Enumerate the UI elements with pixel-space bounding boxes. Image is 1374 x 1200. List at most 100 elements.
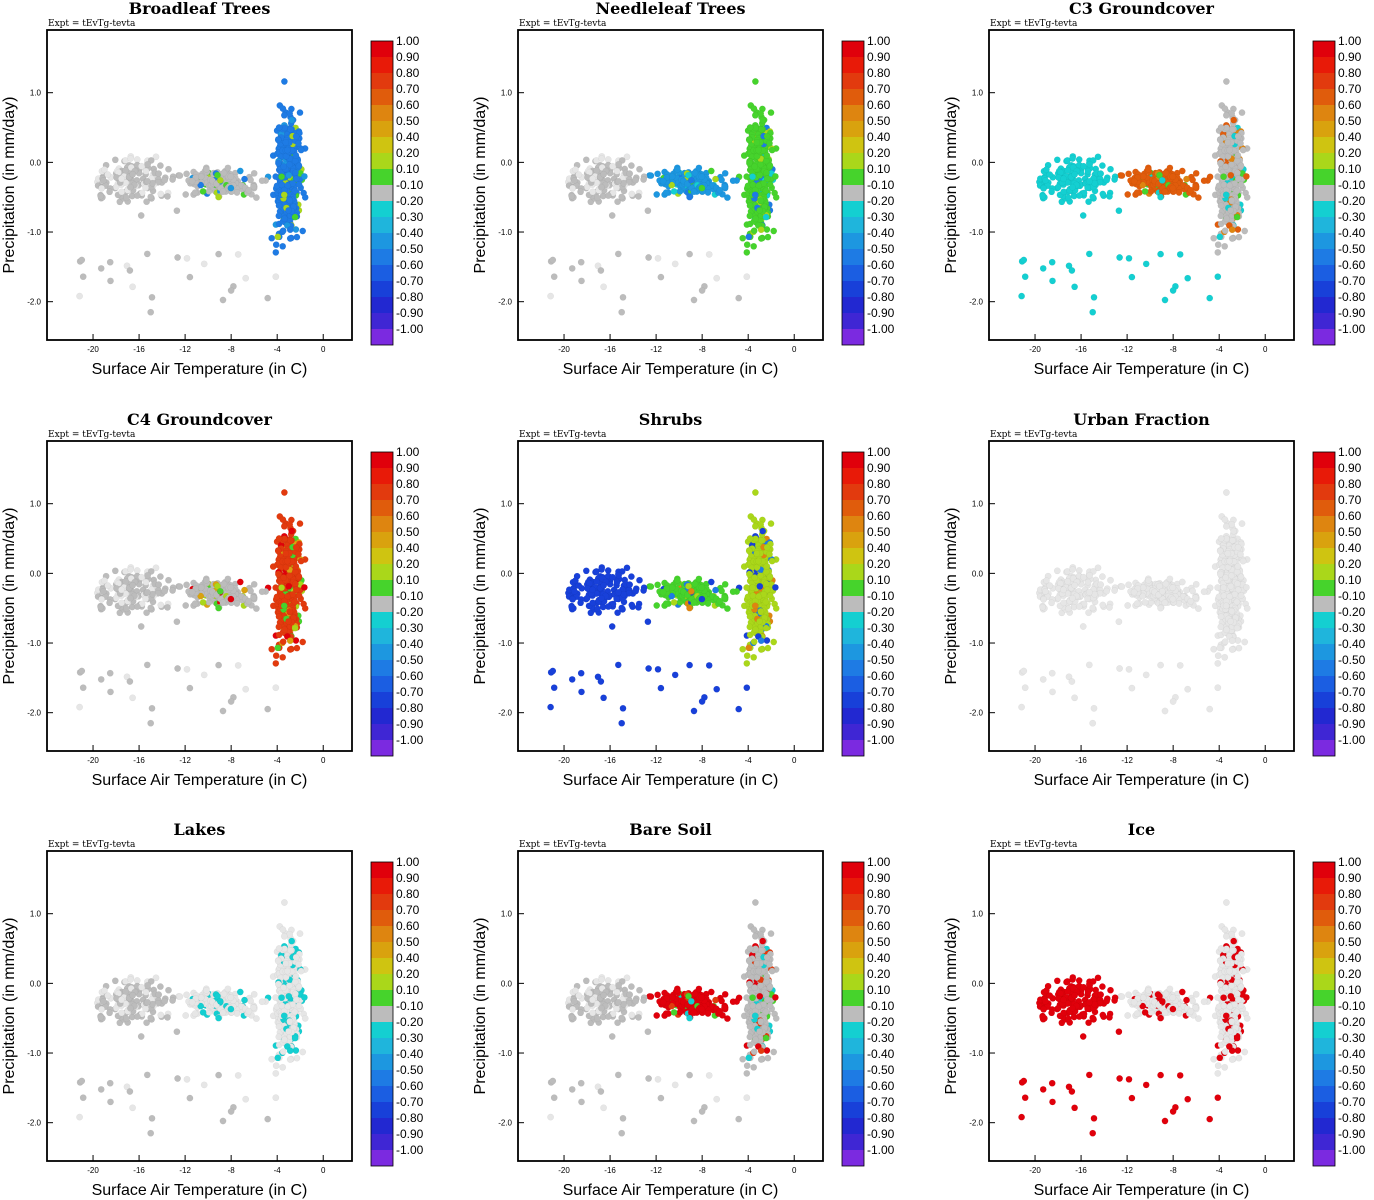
data-point (759, 527, 767, 535)
colorbar-swatch (371, 281, 393, 297)
data-point (636, 576, 643, 584)
data-point (1125, 254, 1133, 262)
data-point (571, 588, 578, 595)
x-axis-label: Surface Air Temperature (in C) (1034, 772, 1250, 789)
data-point (608, 212, 616, 219)
data-point (78, 256, 86, 264)
colorbar-label: -0.20 (396, 605, 424, 619)
data-point (250, 580, 258, 588)
colorbar-swatch (371, 708, 393, 724)
colorbar-label: 0.50 (1338, 525, 1362, 539)
data-point (549, 256, 557, 264)
colorbar-swatch (371, 297, 393, 313)
colorbar-swatch (1313, 564, 1335, 580)
x-tick-label: -8 (228, 756, 236, 765)
colorbar-label: 0.60 (867, 98, 891, 112)
data-point (142, 595, 150, 603)
data-point (1184, 685, 1192, 693)
data-point (653, 191, 661, 198)
colorbar-label: -0.90 (867, 717, 895, 731)
data-point (619, 704, 627, 712)
colorbar-swatch (1313, 137, 1335, 153)
colorbar-label: -0.40 (396, 637, 424, 651)
data-point (245, 597, 253, 605)
data-point (183, 254, 191, 262)
data-point (589, 188, 597, 196)
data-point (288, 527, 296, 535)
colorbar-label: -0.30 (867, 210, 895, 224)
data-point (1161, 188, 1169, 196)
colorbar-label: -0.50 (396, 653, 424, 667)
colorbar-swatch (842, 548, 864, 564)
data-point (750, 516, 758, 523)
colorbar-swatch (842, 628, 864, 644)
colorbar-label: -0.20 (867, 605, 895, 619)
data-point (757, 235, 765, 242)
data-point (1040, 595, 1048, 603)
data-point (751, 574, 758, 581)
colorbar-frame (370, 40, 394, 346)
data-point (295, 139, 302, 147)
data-point (1176, 662, 1184, 669)
data-point (757, 637, 765, 645)
colorbar-swatch (842, 201, 864, 217)
data-point (250, 169, 258, 177)
colorbar-label: -0.90 (1338, 717, 1366, 731)
colorbar-label: -0.40 (867, 637, 895, 651)
x-tick-label: -20 (1029, 756, 1041, 765)
data-point (1021, 684, 1029, 692)
colorbar-label: -0.90 (867, 306, 895, 320)
data-point (762, 187, 770, 195)
data-point (272, 652, 280, 660)
data-point (129, 170, 137, 178)
data-point (750, 105, 758, 113)
data-point (227, 584, 235, 591)
data-point (1085, 661, 1093, 669)
colorbar-swatch (842, 676, 864, 692)
data-point (1048, 599, 1056, 607)
x-tick-label: -20 (87, 756, 99, 765)
colorbar-label: 0.20 (867, 146, 891, 160)
x-axis-label: Surface Air Temperature (in C) (563, 361, 779, 378)
colorbar-label: -0.60 (867, 669, 895, 683)
data-point (1084, 595, 1092, 603)
colorbar-label: 0.70 (867, 82, 891, 96)
data-point (724, 194, 731, 202)
data-point (762, 624, 770, 632)
data-point (286, 226, 294, 234)
data-point (295, 573, 303, 581)
data-point (1183, 175, 1190, 183)
data-point (183, 170, 191, 178)
colorbar-label: 0.80 (1338, 477, 1362, 491)
data-point (598, 183, 605, 191)
data-point (1053, 156, 1061, 164)
data-point (272, 173, 280, 181)
data-point (1227, 171, 1235, 179)
data-point (659, 177, 667, 185)
colorbar-swatch (1313, 57, 1335, 73)
chart-title: Lakes (174, 820, 226, 839)
data-point (1086, 571, 1094, 579)
colorbar-label: -0.70 (1338, 274, 1366, 288)
data-point (743, 660, 751, 667)
data-point (1216, 136, 1224, 144)
colorbar-swatch (842, 484, 864, 500)
data-point (1226, 557, 1233, 565)
data-point (770, 638, 778, 646)
colorbar-label: 0.50 (396, 114, 420, 128)
colorbar-swatch (371, 532, 393, 548)
colorbar-swatch (1313, 297, 1335, 313)
colorbar-swatch (371, 73, 393, 89)
data-point (164, 604, 171, 611)
colorbar-label: -1.00 (396, 733, 424, 747)
colorbar-swatch (371, 580, 393, 596)
colorbar-label: 0.70 (396, 493, 420, 507)
data-point (1222, 574, 1230, 581)
colorbar-label: -0.10 (396, 178, 424, 192)
data-point (297, 146, 305, 154)
data-point (1216, 233, 1224, 241)
data-point (147, 719, 155, 727)
data-point (569, 184, 576, 192)
y-tick-label: 1.0 (972, 500, 984, 509)
